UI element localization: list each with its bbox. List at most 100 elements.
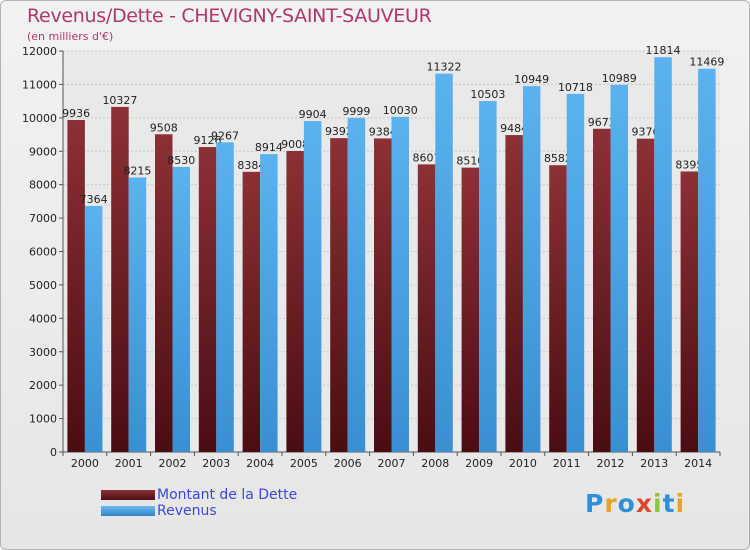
legend-item-debt: Montant de la Dette [101,487,297,503]
data-label-revenue: 10503 [470,88,505,101]
logo-letter: r [604,489,618,518]
x-tick-label: 2014 [684,457,712,470]
bar-debt [198,147,217,453]
data-label-debt: 9126 [194,134,222,147]
proxiti-logo: Proxiti [585,489,685,518]
data-label-debt: 9376 [632,126,660,139]
data-label-debt: 9008 [281,138,309,151]
x-tick-label: 2005 [290,457,318,470]
data-label-revenue: 9267 [211,129,239,142]
y-tick-label: 10000 [22,112,57,125]
chart-subtitle: (en milliers d'€) [27,30,114,43]
legend-label-debt: Montant de la Dette [157,487,298,503]
data-label-debt: 8384 [237,159,265,172]
bar-debt [593,128,611,452]
bar-revenue [128,177,147,452]
data-label-revenue: 7364 [80,193,108,206]
bar-revenue [566,93,585,453]
data-label-revenue: 10030 [383,104,418,117]
legend-swatch-revenue [101,506,155,516]
x-tick-label: 2004 [246,457,274,470]
logo-letter: i [653,489,663,518]
data-label-debt: 9392 [325,125,353,138]
data-label-revenue: 11814 [646,44,681,57]
x-tick-label: 2006 [334,457,362,470]
data-label-debt: 9936 [62,107,90,120]
data-label-revenue: 9904 [299,108,327,121]
legend-item-revenue: Revenus [101,503,297,519]
bar-revenue [391,116,409,452]
x-tick-label: 2011 [553,457,581,470]
y-tick-label: 12000 [22,45,57,58]
bar-debt [417,164,436,452]
y-tick-label: 7000 [29,212,57,225]
x-tick-label: 2012 [597,457,625,470]
y-tick-label: 2000 [29,379,57,392]
bar-revenue [522,86,541,453]
x-tick-label: 2009 [465,457,493,470]
legend-swatch-debt [101,490,155,500]
bar-revenue [260,154,278,452]
bar-debt [286,150,304,452]
bar-revenue [479,101,497,452]
data-label-revenue: 8914 [255,141,283,154]
bar-debt [636,138,655,452]
bar-debt [549,165,567,452]
data-label-debt: 9484 [500,122,528,135]
bar-revenue [303,121,322,453]
bar-revenue [654,57,672,452]
x-tick-label: 2000 [71,457,99,470]
bar-debt [330,138,348,452]
y-tick-label: 3000 [29,346,57,359]
data-label-revenue: 10949 [514,73,549,86]
x-tick-label: 2010 [509,457,537,470]
logo-letter: o [617,489,636,518]
data-label-revenue: 10718 [558,81,593,94]
legend: Montant de la Dette Revenus [101,487,297,519]
logo-letter: P [585,489,605,518]
y-tick-label: 5000 [29,279,57,292]
data-label-debt: 9384 [369,125,397,138]
data-label-debt: 8607 [413,151,441,164]
bar-debt [242,171,261,453]
bar-debt [461,167,480,453]
bar-revenue [216,142,234,452]
bar-revenue [435,73,453,453]
bar-revenue [698,68,716,452]
logo-letter: i [675,489,686,518]
data-label-debt: 8395 [675,158,703,171]
bar-debt [505,135,523,452]
data-label-revenue: 11469 [689,56,724,69]
data-label-debt: 8582 [544,152,572,165]
data-label-debt: 8510 [456,155,484,168]
data-label-debt: 10327 [102,94,137,107]
x-tick-label: 2002 [159,457,187,470]
x-tick-label: 2007 [378,457,406,470]
y-tick-label: 0 [50,446,57,459]
data-label-debt: 9508 [150,121,178,134]
data-label-revenue: 9999 [342,105,370,118]
x-tick-label: 2008 [421,457,449,470]
data-label-revenue: 8530 [167,154,195,167]
y-tick-label: 9000 [29,145,57,158]
bar-debt [111,106,129,453]
bar-revenue [347,117,366,452]
y-tick-label: 1000 [29,413,57,426]
data-label-revenue: 10989 [602,72,637,85]
x-tick-label: 2013 [640,457,668,470]
y-tick-label: 4000 [29,312,57,325]
x-tick-label: 2001 [115,457,143,470]
x-tick-label: 2003 [202,457,230,470]
bar-revenue [610,84,628,453]
bar-debt [680,171,699,452]
y-tick-label: 11000 [22,78,57,91]
data-label-revenue: 8215 [123,164,151,177]
data-label-debt: 9673 [588,116,616,129]
bar-debt [67,119,85,453]
data-label-revenue: 11322 [427,61,462,74]
bar-revenue [172,166,190,453]
bar-revenue [84,205,103,452]
y-tick-label: 6000 [29,246,57,259]
